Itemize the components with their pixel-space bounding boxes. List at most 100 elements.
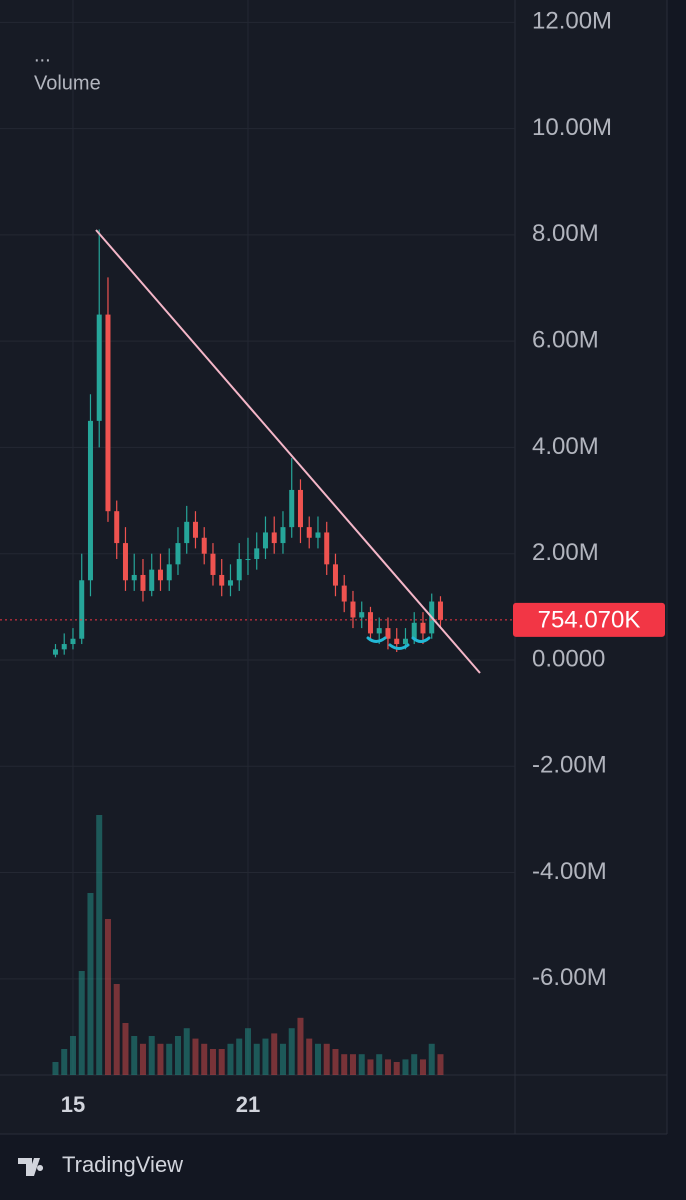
candle-body xyxy=(306,527,312,538)
volume-bar xyxy=(139,1043,146,1075)
candle-body xyxy=(385,628,391,639)
volume-bar xyxy=(192,1038,199,1075)
trend-line xyxy=(95,229,481,674)
candle-body xyxy=(245,559,251,561)
volume-bar xyxy=(174,1036,181,1075)
candle-body xyxy=(227,580,233,586)
marker xyxy=(366,636,387,643)
volume-bar xyxy=(78,971,85,1075)
candle-body xyxy=(402,638,408,645)
volume-bar xyxy=(69,1036,76,1075)
candle-body xyxy=(52,649,58,655)
candle-body xyxy=(411,622,417,639)
volume-bar xyxy=(411,1054,418,1075)
candle-body xyxy=(149,569,155,591)
y-tick-label: 0.0000 xyxy=(532,645,605,672)
volume-bar xyxy=(61,1049,68,1075)
candle-body xyxy=(157,569,163,581)
volume-bar xyxy=(288,1028,295,1075)
header-dots: ... xyxy=(34,44,51,66)
volume-bar xyxy=(376,1054,383,1075)
brand-name: TradingView xyxy=(62,1152,183,1177)
volume-bar xyxy=(236,1038,243,1075)
x-tick-label: 21 xyxy=(236,1092,260,1117)
brand-logo xyxy=(18,1158,44,1176)
volume-bar xyxy=(209,1049,216,1075)
y-tick-label: -2.00M xyxy=(532,752,607,779)
candle-body xyxy=(350,601,356,618)
candle-body xyxy=(254,548,260,560)
candle-body xyxy=(219,574,225,586)
volume-bar xyxy=(244,1028,251,1075)
volume-bar xyxy=(157,1043,164,1075)
candle-body xyxy=(367,612,373,634)
candle-body xyxy=(70,638,76,645)
candle-body xyxy=(96,314,102,421)
volume-bar xyxy=(253,1043,260,1075)
volume-bar xyxy=(279,1043,286,1075)
volume-bar xyxy=(367,1059,374,1075)
candle-body xyxy=(175,543,181,565)
volume-bar xyxy=(113,984,120,1075)
volume-bar xyxy=(358,1054,365,1075)
candle-body xyxy=(131,574,137,581)
candle-body xyxy=(140,574,146,591)
volume-bar xyxy=(428,1043,435,1075)
candle-body xyxy=(114,511,120,544)
volume-bar xyxy=(96,815,103,1075)
volume-bar xyxy=(52,1062,59,1075)
grid xyxy=(0,0,515,1075)
candle-body xyxy=(122,543,128,581)
volume-bar xyxy=(419,1059,426,1075)
last-price-label: 754.070K xyxy=(538,606,641,633)
y-tick-label: 2.00M xyxy=(532,539,599,566)
candle-body xyxy=(297,489,303,528)
volume-bar xyxy=(148,1036,155,1075)
y-tick-label: -6.00M xyxy=(532,964,607,991)
candle-body xyxy=(280,527,286,544)
candle-body xyxy=(420,622,426,634)
y-tick-label: 10.00M xyxy=(532,114,612,141)
candle-body xyxy=(262,532,268,549)
candle-body xyxy=(201,537,207,554)
candle-body xyxy=(210,553,216,575)
volume-bar xyxy=(437,1054,444,1075)
candle-body xyxy=(359,612,365,618)
volume-bar xyxy=(87,893,94,1075)
volume-pane xyxy=(52,815,444,1075)
volume-bar xyxy=(104,919,111,1075)
marker xyxy=(388,643,410,650)
y-tick-label: 6.00M xyxy=(532,326,599,353)
bottom-markers xyxy=(366,636,431,650)
y-tick-label: 12.00M xyxy=(532,8,612,35)
candle-body xyxy=(332,564,338,586)
marker xyxy=(411,636,431,643)
volume-bar xyxy=(122,1023,129,1075)
volume-bar xyxy=(201,1043,208,1075)
volume-bar xyxy=(314,1043,321,1075)
y-tick-label: 8.00M xyxy=(532,220,599,247)
candle-body xyxy=(324,532,330,565)
volume-bar xyxy=(271,1033,278,1075)
volume-bar xyxy=(262,1038,269,1075)
candle-body xyxy=(166,564,172,581)
volume-bar xyxy=(227,1043,234,1075)
candle-body xyxy=(87,420,93,581)
volume-bar xyxy=(297,1017,304,1075)
candle-body xyxy=(394,638,400,645)
volume-bar xyxy=(402,1059,409,1075)
candle-body xyxy=(105,314,111,512)
candle-body xyxy=(437,601,443,620)
candle-body xyxy=(184,521,190,544)
volume-bar xyxy=(131,1036,138,1075)
candle-body xyxy=(341,585,347,602)
volume-label: Volume xyxy=(34,72,101,94)
candle-body xyxy=(61,644,67,650)
candle-body xyxy=(79,580,85,639)
last-price-box xyxy=(513,602,665,637)
brand: TradingView xyxy=(18,1152,183,1177)
volume-bar xyxy=(323,1043,330,1075)
candle-body xyxy=(236,559,242,581)
